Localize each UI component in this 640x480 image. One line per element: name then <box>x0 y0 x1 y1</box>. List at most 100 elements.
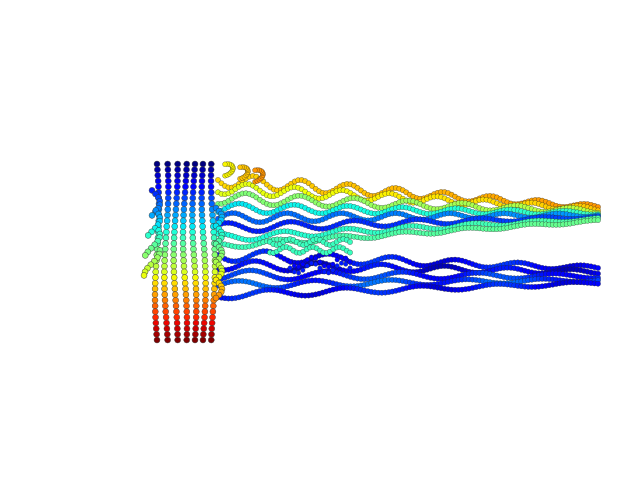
Point <box>209 291 219 299</box>
Point <box>332 262 342 270</box>
Point <box>593 274 603 282</box>
Point <box>339 284 349 292</box>
Point <box>502 203 513 211</box>
Point <box>408 205 419 213</box>
Point <box>495 207 506 215</box>
Point <box>234 183 244 191</box>
Point <box>154 194 164 202</box>
Point <box>170 223 180 230</box>
Point <box>516 213 527 220</box>
Point <box>387 276 397 284</box>
Point <box>335 253 345 261</box>
Point <box>339 271 349 278</box>
Point <box>558 264 568 271</box>
Point <box>453 225 463 233</box>
Point <box>223 278 234 286</box>
Point <box>412 222 422 230</box>
Point <box>289 211 300 218</box>
Point <box>216 294 227 301</box>
Point <box>495 262 506 269</box>
Point <box>237 212 248 219</box>
Point <box>401 268 412 276</box>
Point <box>310 254 321 262</box>
Point <box>265 184 275 192</box>
Point <box>534 207 544 215</box>
Point <box>303 271 314 279</box>
Point <box>561 204 572 212</box>
Point <box>283 182 293 190</box>
Point <box>537 208 547 216</box>
Point <box>190 274 200 281</box>
Point <box>457 201 467 209</box>
Point <box>551 214 561 222</box>
Point <box>495 210 506 217</box>
Point <box>302 262 312 270</box>
Point <box>272 236 282 243</box>
Point <box>544 270 554 277</box>
Point <box>523 215 533 223</box>
Point <box>265 286 275 294</box>
Point <box>214 255 224 263</box>
Point <box>191 319 201 327</box>
Point <box>422 204 432 211</box>
Point <box>269 202 279 209</box>
Point <box>346 217 356 225</box>
Point <box>558 204 568 212</box>
Point <box>278 238 289 246</box>
Point <box>554 267 564 275</box>
Point <box>214 261 224 269</box>
Point <box>242 170 252 178</box>
Point <box>328 211 338 219</box>
Point <box>412 228 422 236</box>
Point <box>310 209 321 216</box>
Point <box>163 189 173 196</box>
Point <box>568 208 579 216</box>
Point <box>474 196 484 204</box>
Point <box>155 214 165 221</box>
Point <box>307 196 317 204</box>
Point <box>252 288 262 296</box>
Point <box>308 243 319 251</box>
Point <box>315 264 325 272</box>
Point <box>488 211 499 219</box>
Point <box>404 191 415 199</box>
Point <box>300 258 310 265</box>
Point <box>586 204 596 212</box>
Point <box>283 228 293 235</box>
Point <box>254 176 264 184</box>
Point <box>593 210 603 218</box>
Point <box>294 263 304 271</box>
Point <box>197 171 207 179</box>
Point <box>214 219 224 227</box>
Point <box>404 204 415 212</box>
Point <box>150 241 160 249</box>
Point <box>216 246 227 254</box>
Point <box>415 268 426 276</box>
Point <box>568 212 579 219</box>
Point <box>328 187 338 194</box>
Point <box>481 268 492 276</box>
Point <box>544 281 554 289</box>
Point <box>419 216 429 223</box>
Point <box>471 269 481 276</box>
Point <box>509 275 520 282</box>
Point <box>286 258 296 266</box>
Point <box>551 221 561 228</box>
Point <box>310 290 321 298</box>
Point <box>220 172 230 180</box>
Point <box>198 325 209 333</box>
Point <box>216 252 227 260</box>
Point <box>227 184 237 192</box>
Point <box>213 200 223 208</box>
Point <box>408 199 419 206</box>
Point <box>317 225 328 233</box>
Point <box>211 258 221 266</box>
Point <box>335 226 345 233</box>
Point <box>561 203 572 211</box>
Point <box>283 289 293 297</box>
Point <box>223 197 234 204</box>
Point <box>332 201 342 208</box>
Point <box>436 225 446 233</box>
Point <box>214 291 224 299</box>
Point <box>384 227 394 235</box>
